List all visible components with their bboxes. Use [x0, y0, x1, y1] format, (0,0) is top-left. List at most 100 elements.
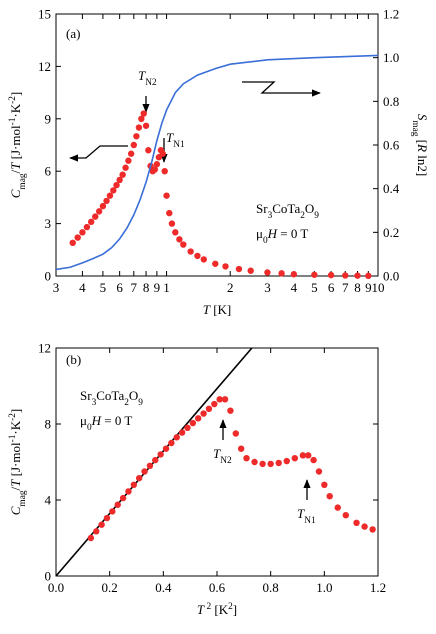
data-point	[99, 202, 107, 210]
y-tick-label: 0	[45, 569, 52, 584]
data-point	[157, 451, 164, 458]
data-point	[222, 263, 229, 270]
x-axis-label: T [K]	[203, 302, 232, 317]
text-part: CoTa	[96, 388, 124, 403]
text-part: [	[415, 136, 430, 144]
text-part: N1	[304, 516, 316, 526]
y-tick-label: 8	[45, 417, 52, 432]
data-point	[173, 434, 180, 441]
panel-label: (a)	[66, 26, 80, 41]
data-point	[327, 271, 335, 279]
data-point	[87, 534, 95, 542]
data-point	[92, 213, 99, 220]
data-point	[334, 504, 341, 511]
x-tick-label: 3	[264, 280, 271, 295]
arrow	[242, 81, 321, 97]
data-point	[278, 270, 285, 277]
text-part: [K	[211, 602, 229, 617]
x-tick-label: 7	[131, 280, 138, 295]
text-part: ·K	[8, 103, 23, 117]
text-part: T	[8, 162, 23, 170]
arrow	[69, 145, 128, 162]
data-point	[152, 456, 159, 464]
data-point	[200, 256, 207, 263]
data-point	[321, 481, 328, 488]
data-point	[79, 229, 86, 236]
data-point	[168, 439, 175, 447]
data-point	[178, 429, 186, 436]
y2-tick-label: 0.6	[383, 138, 400, 153]
text-part: -2	[8, 96, 18, 104]
text-part: 2	[300, 211, 305, 221]
data-point	[103, 197, 110, 205]
text-part: T	[8, 479, 23, 487]
data-point	[275, 459, 282, 467]
text-part: 3	[92, 398, 97, 408]
data-point	[122, 164, 129, 171]
x-tick-label: 1	[163, 280, 170, 295]
text-part: ]	[8, 409, 23, 413]
text-part: /	[8, 486, 23, 490]
y-tick-label: 3	[45, 216, 52, 231]
text-part: = 0 T	[101, 413, 132, 428]
x-tick-label: 0.4	[155, 580, 172, 595]
x-tick-label: 7	[342, 280, 349, 295]
data-point	[138, 115, 145, 123]
text-part: 0	[87, 423, 92, 433]
data-point	[135, 474, 143, 482]
text-part: 9	[314, 211, 319, 221]
text-part: 2	[124, 398, 129, 408]
annotation: TN1	[297, 506, 316, 526]
text-part: [K]	[210, 302, 231, 317]
text-part: mag	[18, 490, 28, 506]
data-point	[103, 514, 111, 522]
text-part: N2	[220, 456, 232, 466]
data-point	[310, 456, 317, 464]
x-axis-label: T 2 [K2]	[197, 602, 237, 617]
plot-frame	[55, 13, 379, 277]
annotation: μ0H = 0 T	[80, 413, 132, 433]
data-point	[369, 526, 376, 533]
text-part: mag	[18, 173, 28, 189]
data-point	[93, 528, 100, 535]
annotation: TN1	[166, 130, 185, 150]
annotation: Sr3CoTa2O9	[80, 388, 143, 408]
data-point	[95, 208, 103, 215]
data-point	[83, 223, 91, 231]
data-point	[113, 181, 120, 189]
text-part: T	[138, 68, 146, 83]
data-point	[227, 407, 234, 414]
data-point	[212, 260, 219, 267]
x-tick-label: 4	[291, 280, 298, 295]
data-point	[180, 241, 187, 248]
data-point	[168, 220, 176, 227]
y2-tick-label: 1.2	[383, 7, 399, 22]
data-point	[142, 122, 150, 129]
plot-frame	[55, 347, 379, 577]
y2-tick-label: 0.0	[383, 269, 399, 284]
y2-tick-label: 0.4	[383, 181, 400, 196]
data-point	[189, 419, 197, 427]
text-part: [J·mol	[8, 442, 23, 480]
data-point	[114, 501, 121, 508]
y-axis-label: Cmag/T [J·mol-1·K-2]	[8, 92, 28, 198]
text-part: T	[203, 302, 211, 317]
text-part: T	[297, 506, 305, 521]
data-point	[264, 269, 271, 276]
data-line	[55, 54, 379, 271]
data-point	[135, 124, 143, 131]
y2-tick-label: 0.8	[383, 94, 399, 109]
text-part: mag	[410, 120, 420, 136]
text-part: 2	[228, 602, 233, 612]
text-part: -1	[8, 434, 18, 442]
data-point	[232, 430, 239, 437]
annotation: μ0H = 0 T	[256, 226, 308, 246]
data-point	[146, 462, 154, 469]
data-point	[106, 192, 114, 199]
x-tick-label: 8	[354, 280, 361, 295]
text-part: /	[8, 169, 23, 173]
text-part: 3	[268, 211, 273, 221]
text-part: ]	[8, 92, 23, 96]
x-tick-label: 2	[227, 280, 234, 295]
